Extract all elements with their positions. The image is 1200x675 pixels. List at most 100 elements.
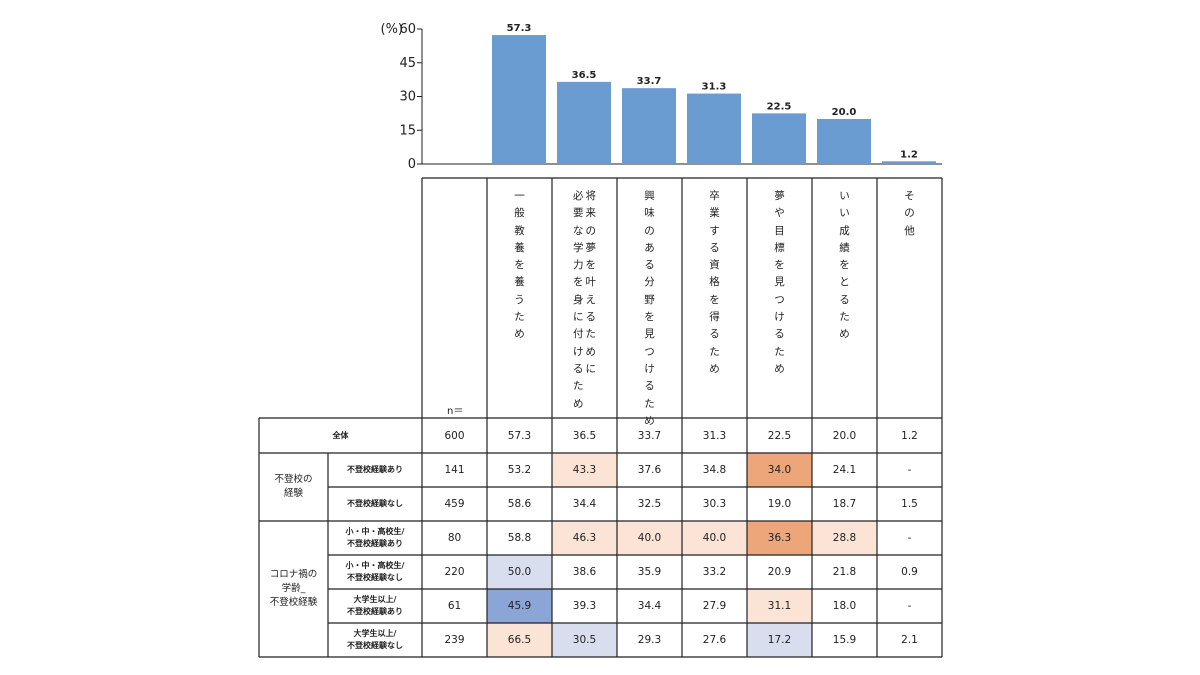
table-cell: -: [907, 600, 912, 612]
bar-value-label: 31.3: [702, 82, 727, 93]
group-label: コロナ禍の 学齢_ 不登校経験: [269, 569, 318, 608]
bar-value-label: 33.7: [637, 76, 662, 87]
column-header-line: 卒業する資格を得るため: [709, 190, 720, 375]
column-header: 卒業する資格を得るため: [704, 188, 726, 378]
y-tick-label: 60: [399, 22, 416, 37]
table-cell: 36.3: [767, 532, 792, 544]
table-cell: 0.9: [901, 566, 918, 578]
column-header-line: 必要な学力を身に付けるため: [573, 190, 584, 410]
table-grid: [258, 177, 943, 658]
table-cell: 2.1: [901, 634, 918, 646]
y-tick-label: 0: [408, 157, 416, 172]
row-label: 不登校経験あり: [347, 465, 403, 474]
column-header: その他: [899, 188, 921, 240]
bar: [817, 119, 871, 164]
row-label: 小・中・高校生/不登校経験あり: [345, 527, 405, 548]
row-label: 全体: [332, 430, 349, 440]
table-cell: 34.8: [702, 464, 727, 476]
table-cell: 35.9: [637, 566, 662, 578]
table-cell: 58.6: [507, 498, 532, 510]
table-cell: 15.9: [832, 634, 857, 646]
cell-shade: [487, 589, 552, 623]
table-cell: 50.0: [507, 566, 532, 578]
bar: [492, 35, 546, 165]
table-cell: 21.8: [832, 566, 857, 578]
bar-value-label: 36.5: [572, 70, 597, 81]
column-header: 興味のある分野を見つけるため: [639, 188, 661, 430]
column-header: 一般教養を養うため: [509, 188, 531, 344]
cell-shade: [487, 623, 552, 657]
table-cell: 40.0: [702, 532, 727, 544]
table-cell: 18.7: [832, 498, 857, 510]
table-cell: 36.5: [572, 429, 597, 442]
table-cell: 34.0: [767, 464, 792, 476]
column-header-line: 一般教養を養うため: [514, 190, 525, 341]
cell-shade: [552, 521, 617, 555]
n-cell: 61: [447, 600, 462, 612]
row-label: 不登校経験なし: [347, 499, 403, 508]
table-cell: 66.5: [507, 634, 532, 646]
y-tick-label: 15: [399, 123, 416, 138]
table-cell: -: [907, 532, 912, 544]
table-cell: 39.3: [572, 600, 597, 612]
cell-shade: [487, 555, 552, 589]
column-header: 将来の夢を叶えるために必要な学力を身に付けるため: [563, 188, 607, 413]
cell-shade: [682, 521, 747, 555]
table-cell: 27.9: [702, 600, 727, 612]
table-cell: 33.7: [637, 429, 662, 442]
row-label: 大学生以上/不登校経験あり: [347, 595, 403, 616]
table-cell: 18.0: [832, 600, 857, 612]
table-cell: 53.2: [507, 464, 532, 476]
row-label: 小・中・高校生/不登校経験なし: [345, 561, 405, 582]
table-cell: 45.9: [507, 600, 532, 612]
table-cell: 20.9: [767, 566, 792, 578]
bar: [557, 81, 611, 164]
group-label: 不登校の 経験: [274, 474, 313, 499]
table-cell: 31.1: [767, 600, 792, 612]
table-cell: 57.3: [507, 429, 532, 442]
table-cell: 29.3: [637, 634, 662, 646]
cell-shade: [747, 589, 812, 623]
y-unit-label: (%): [381, 22, 404, 37]
bar: [687, 93, 741, 164]
bar-value-label: 57.3: [507, 23, 532, 34]
bars: 57.3 36.5 33.7 31.3 22.5 20.0 1.2: [492, 23, 936, 165]
bar-value-label: 22.5: [767, 101, 792, 112]
column-header-line: 将来の夢を叶えるために: [585, 190, 597, 375]
cell-shade: [617, 521, 682, 555]
table-cell: 31.3: [702, 429, 727, 442]
table-cell: 37.6: [637, 464, 662, 476]
table-cell: 24.1: [832, 464, 857, 476]
bar: [752, 113, 806, 164]
n-cell: 220: [444, 566, 465, 578]
table-cell: 28.8: [832, 532, 857, 544]
column-header-line: その他: [904, 190, 915, 237]
n-cell: 141: [444, 464, 465, 476]
n-cell: 459: [444, 498, 465, 510]
table-cell: 58.8: [507, 532, 532, 544]
cell-shade: [552, 623, 617, 657]
n-cell: 239: [444, 634, 465, 646]
table-cell: 43.3: [572, 464, 597, 476]
n-cell: 80: [447, 532, 462, 544]
table-cell: 32.5: [637, 498, 662, 510]
table-cell: 34.4: [572, 498, 597, 510]
cell-shade: [747, 623, 812, 657]
table-cell: 1.2: [901, 429, 918, 442]
row-label: 大学生以上/不登校経験なし: [347, 629, 403, 650]
table-cell: 22.5: [767, 429, 792, 442]
table-cell: 27.6: [702, 634, 727, 646]
table-cell: 40.0: [637, 532, 662, 544]
column-header-line: いい成績をとるため: [839, 190, 850, 341]
table-cell: -: [907, 464, 912, 476]
table-cell: 17.2: [767, 634, 792, 646]
column-header-line: 夢や目標を見つけるため: [774, 190, 785, 375]
table-cell: 1.5: [901, 498, 918, 510]
table-cell: 19.0: [767, 498, 792, 510]
table-cell: 34.4: [637, 600, 662, 612]
cell-shade: [747, 521, 812, 555]
table-cell: 30.5: [572, 634, 597, 646]
bar-value-label: 1.2: [900, 149, 918, 160]
bar-value-label: 20.0: [832, 107, 857, 118]
